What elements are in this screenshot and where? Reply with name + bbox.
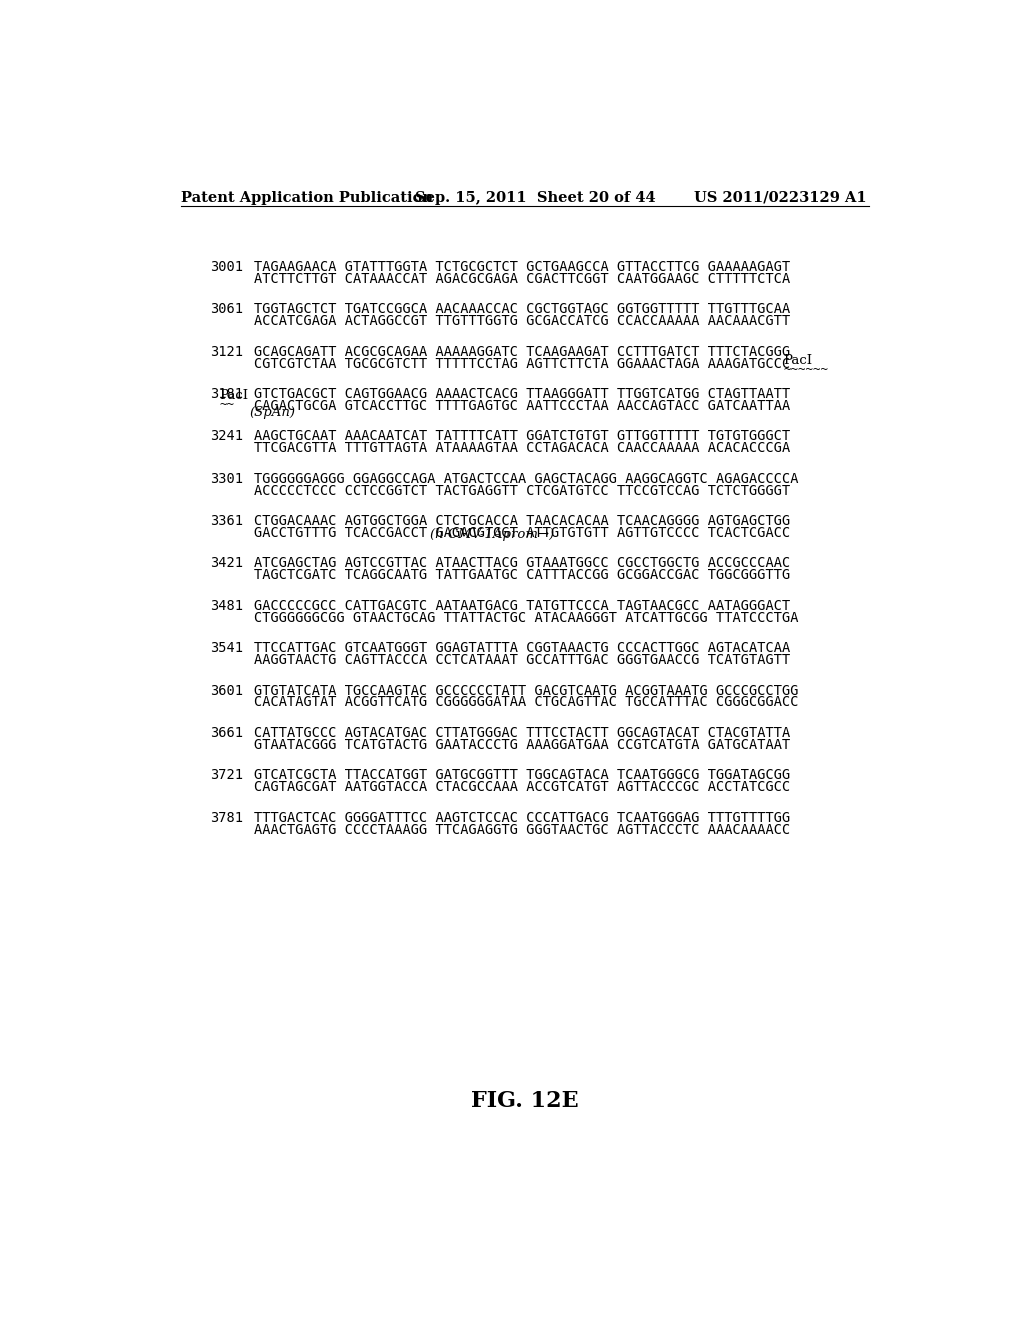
Text: TTTGACTCAC GGGGATTTCC AAGTCTCCAC CCCATTGACG TCAATGGGAG TTTGTTTTGG: TTTGACTCAC GGGGATTTCC AAGTCTCCAC CCCATTG… [254, 810, 790, 825]
Text: 3061: 3061 [210, 302, 243, 317]
Text: ~~~~~~: ~~~~~~ [783, 363, 828, 376]
Text: Sep. 15, 2011  Sheet 20 of 44: Sep. 15, 2011 Sheet 20 of 44 [415, 191, 655, 205]
Text: ACCCCCTCCC CCTCCGGTCT TACTGAGGTT CTCGATGTCC TTCCGTCCAG TCTCTGGGGT: ACCCCCTCCC CCTCCGGTCT TACTGAGGTT CTCGATG… [254, 483, 790, 498]
Text: GTCATCGCTA TTACCATGGT GATGCGGTTT TGGCAGTACA TCAATGGGCG TGGATAGCGG: GTCATCGCTA TTACCATGGT GATGCGGTTT TGGCAGT… [254, 768, 790, 783]
Text: TGGGGGGAGGG GGAGGCCAGA ATGACTCCAA GAGCTACAGG AAGGCAGGTC AGAGACCCCA: TGGGGGGAGGG GGAGGCCAGA ATGACTCCAA GAGCTA… [254, 471, 798, 486]
Text: GTCTGACGCT CAGTGGAACG AAAACTCACG TTAAGGGATT TTGGTCATGG CTAGTTAATT: GTCTGACGCT CAGTGGAACG AAAACTCACG TTAAGGG… [254, 387, 790, 401]
Text: 3001: 3001 [210, 260, 243, 275]
Text: ACCATCGAGA ACTAGGCCGT TTGTTTGGTG GCGACCATCG CCACCAAAAA AACAAACGTT: ACCATCGAGA ACTAGGCCGT TTGTTTGGTG GCGACCA… [254, 314, 790, 329]
Text: PacI: PacI [219, 388, 249, 401]
Text: 3301: 3301 [210, 471, 243, 486]
Text: CTGGGGGGCGG GTAACTGCAG TTATTACTGC ATACAAGGGT ATCATTGCGG TTATCCCTGA: CTGGGGGGCGG GTAACTGCAG TTATTACTGC ATACAA… [254, 611, 798, 624]
Text: AAGGTAACTG CAGTTACCCA CCTCATAAAT GCCATTTGAC GGGTGAACCG TCATGTAGTT: AAGGTAACTG CAGTTACCCA CCTCATAAAT GCCATTT… [254, 653, 790, 667]
Text: 3181: 3181 [210, 387, 243, 401]
Text: CGTCGTCTAA TGCGCGTCTT TTTTTCCTAG AGTTCTTCTA GGAAACTAGA AAAGATGCCC: CGTCGTCTAA TGCGCGTCTT TTTTTCCTAG AGTTCTT… [254, 356, 790, 371]
Text: CACATAGTAT ACGGTTCATG CGGGGGGATAA CTGCAGTTAC TGCCATTTAC CGGGCGGACC: CACATAGTAT ACGGTTCATG CGGGGGGATAA CTGCAG… [254, 696, 798, 709]
Text: AAACTGAGTG CCCCTAAAGG TTCAGAGGTG GGGTAACTGC AGTTACCCTC AAACAAAACC: AAACTGAGTG CCCCTAAAGG TTCAGAGGTG GGGTAAC… [254, 822, 790, 837]
Text: AAGCTGCAAT AAACAATCAT TATTTTCATT GGATCTGTGT GTTGGTTTTT TGTGTGGGCT: AAGCTGCAAT AAACAATCAT TATTTTCATT GGATCTG… [254, 429, 790, 444]
Text: TTCCATTGAC GTCAATGGGT GGAGTATTTA CGGTAAACTG CCCACTTGGC AGTACATCAA: TTCCATTGAC GTCAATGGGT GGAGTATTTA CGGTAAA… [254, 642, 790, 655]
Text: CATTATGCCC AGTACATGAC CTTATGGGAC TTTCCTACTT GGCAGTACAT CTACGTATTA: CATTATGCCC AGTACATGAC CTTATGGGAC TTTCCTA… [254, 726, 790, 741]
Text: ATCTTCTTGT CATAAACCAT AGACGCGAGA CGACTTCGGT CAATGGAAGC CTTTTTCTCA: ATCTTCTTGT CATAAACCAT AGACGCGAGA CGACTTC… [254, 272, 790, 286]
Text: (h CMV-1Aprom→): (h CMV-1Aprom→) [430, 528, 555, 541]
Text: GTGTATCATA TGCCAAGTAC GCCCCCCTATT GACGTCAATG ACGGTAAATG GCCCGCCTGG: GTGTATCATA TGCCAAGTAC GCCCCCCTATT GACGTC… [254, 684, 798, 697]
Text: GACCTGTTTG TCACCGACCT GAGACGTGGT ATTGTGTGTT AGTTGTCCCC TCACTCGACC: GACCTGTTTG TCACCGACCT GAGACGTGGT ATTGTGT… [254, 527, 790, 540]
Text: TGGTAGCTCT TGATCCGGCA AACAAACCAC CGCTGGTAGC GGTGGTTTTT TTGTTTGCAA: TGGTAGCTCT TGATCCGGCA AACAAACCAC CGCTGGT… [254, 302, 790, 317]
Text: 3541: 3541 [210, 642, 243, 655]
Text: TAGCTCGATC TCAGGCAATG TATTGAATGC CATTTACCGG GCGGACCGAC TGGCGGGTTG: TAGCTCGATC TCAGGCAATG TATTGAATGC CATTTAC… [254, 569, 790, 582]
Text: 3121: 3121 [210, 345, 243, 359]
Text: 3661: 3661 [210, 726, 243, 741]
Text: 3481: 3481 [210, 599, 243, 612]
Text: GTAATACGGG TCATGTACTG GAATACCCTG AAAGGATGAA CCGTCATGTA GATGCATAAT: GTAATACGGG TCATGTACTG GAATACCCTG AAAGGAT… [254, 738, 790, 752]
Text: (SpAn): (SpAn) [249, 405, 295, 418]
Text: 3601: 3601 [210, 684, 243, 697]
Text: FIG. 12E: FIG. 12E [471, 1090, 579, 1111]
Text: GACCCCCGCC CATTGACGTC AATAATGACG TATGTTCCCA TAGTAACGCC AATAGGGACT: GACCCCCGCC CATTGACGTC AATAATGACG TATGTTC… [254, 599, 790, 612]
Text: ATCGAGCTAG AGTCCGTTAC ATAACTTACG GTAAATGGCC CGCCTGGCTG ACCGCCCAAC: ATCGAGCTAG AGTCCGTTAC ATAACTTACG GTAAATG… [254, 557, 790, 570]
Text: CAGACTGCGA GTCACCTTGC TTTTGAGTGC AATTCCCTAA AACCAGTACC GATCAATTAA: CAGACTGCGA GTCACCTTGC TTTTGAGTGC AATTCCC… [254, 399, 790, 413]
Text: ~~: ~~ [219, 397, 234, 411]
Text: 3361: 3361 [210, 515, 243, 528]
Text: GCAGCAGATT ACGCGCAGAA AAAAAGGATC TCAAGAAGAT CCTTTGATCT TTTCTACGGG: GCAGCAGATT ACGCGCAGAA AAAAAGGATC TCAAGAA… [254, 345, 790, 359]
Text: 3781: 3781 [210, 810, 243, 825]
Text: 3241: 3241 [210, 429, 243, 444]
Text: Patent Application Publication: Patent Application Publication [180, 191, 433, 205]
Text: US 2011/0223129 A1: US 2011/0223129 A1 [693, 191, 866, 205]
Text: TTCGACGTTA TTTGTTAGTA ATAAAAGTAA CCTAGACACA CAACCAAAAA ACACACCCGA: TTCGACGTTA TTTGTTAGTA ATAAAAGTAA CCTAGAC… [254, 441, 790, 455]
Text: 3721: 3721 [210, 768, 243, 783]
Text: CAGTAGCGAT AATGGTACCA CTACGCCAAA ACCGTCATGT AGTTACCCGC ACCTATCGCC: CAGTAGCGAT AATGGTACCA CTACGCCAAA ACCGTCA… [254, 780, 790, 795]
Text: TAGAAGAACA GTATTTGGTA TCTGCGCTCT GCTGAAGCCA GTTACCTTCG GAAAAAGAGT: TAGAAGAACA GTATTTGGTA TCTGCGCTCT GCTGAAG… [254, 260, 790, 275]
Text: PacI: PacI [783, 354, 813, 367]
Text: CTGGACAAAC AGTGGCTGGA CTCTGCACCA TAACACACAA TCAACAGGGG AGTGAGCTGG: CTGGACAAAC AGTGGCTGGA CTCTGCACCA TAACACA… [254, 515, 790, 528]
Text: 3421: 3421 [210, 557, 243, 570]
